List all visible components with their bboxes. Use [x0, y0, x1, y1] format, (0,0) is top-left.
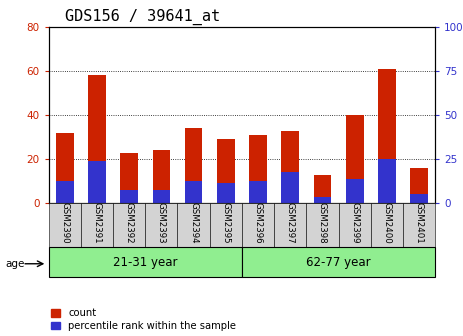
- Text: GSM2400: GSM2400: [382, 202, 391, 244]
- Text: GSM2393: GSM2393: [157, 202, 166, 244]
- Bar: [378, 69, 396, 203]
- Bar: [152, 190, 170, 203]
- Text: age: age: [6, 259, 25, 269]
- Bar: [346, 115, 363, 203]
- Bar: [185, 128, 202, 203]
- Bar: [249, 135, 267, 203]
- Bar: [49, 203, 81, 247]
- Text: GSM2399: GSM2399: [350, 202, 359, 244]
- Bar: [185, 181, 202, 203]
- Bar: [120, 153, 138, 203]
- Text: GSM2394: GSM2394: [189, 202, 198, 244]
- Bar: [282, 130, 299, 203]
- Bar: [346, 179, 363, 203]
- Bar: [313, 175, 332, 203]
- Text: 21-31 year: 21-31 year: [113, 256, 177, 268]
- Text: GSM2398: GSM2398: [318, 202, 327, 244]
- Text: GSM2390: GSM2390: [60, 202, 69, 244]
- Text: GSM2392: GSM2392: [125, 202, 134, 244]
- Bar: [410, 195, 428, 203]
- Bar: [177, 203, 210, 247]
- Bar: [210, 203, 242, 247]
- Text: GSM2395: GSM2395: [221, 202, 230, 244]
- Bar: [217, 183, 235, 203]
- Bar: [307, 203, 338, 247]
- Bar: [152, 151, 170, 203]
- Bar: [49, 247, 242, 277]
- Bar: [81, 203, 113, 247]
- Bar: [120, 190, 138, 203]
- Bar: [145, 203, 177, 247]
- Bar: [113, 203, 145, 247]
- Bar: [313, 197, 332, 203]
- Bar: [88, 75, 106, 203]
- Text: GSM2397: GSM2397: [286, 202, 295, 244]
- Bar: [338, 203, 371, 247]
- Text: 62-77 year: 62-77 year: [306, 256, 371, 268]
- Bar: [217, 139, 235, 203]
- Text: GSM2396: GSM2396: [254, 202, 263, 244]
- Bar: [88, 161, 106, 203]
- Bar: [282, 172, 299, 203]
- Bar: [371, 203, 403, 247]
- Bar: [403, 203, 435, 247]
- Bar: [378, 159, 396, 203]
- Bar: [242, 203, 274, 247]
- Text: GDS156 / 39641_at: GDS156 / 39641_at: [65, 8, 220, 25]
- Bar: [242, 247, 435, 277]
- Bar: [410, 168, 428, 203]
- Text: GSM2391: GSM2391: [93, 202, 101, 244]
- Legend: count, percentile rank within the sample: count, percentile rank within the sample: [51, 308, 236, 331]
- Bar: [56, 181, 74, 203]
- Bar: [249, 181, 267, 203]
- Bar: [56, 133, 74, 203]
- Bar: [274, 203, 307, 247]
- Text: GSM2401: GSM2401: [414, 202, 424, 244]
